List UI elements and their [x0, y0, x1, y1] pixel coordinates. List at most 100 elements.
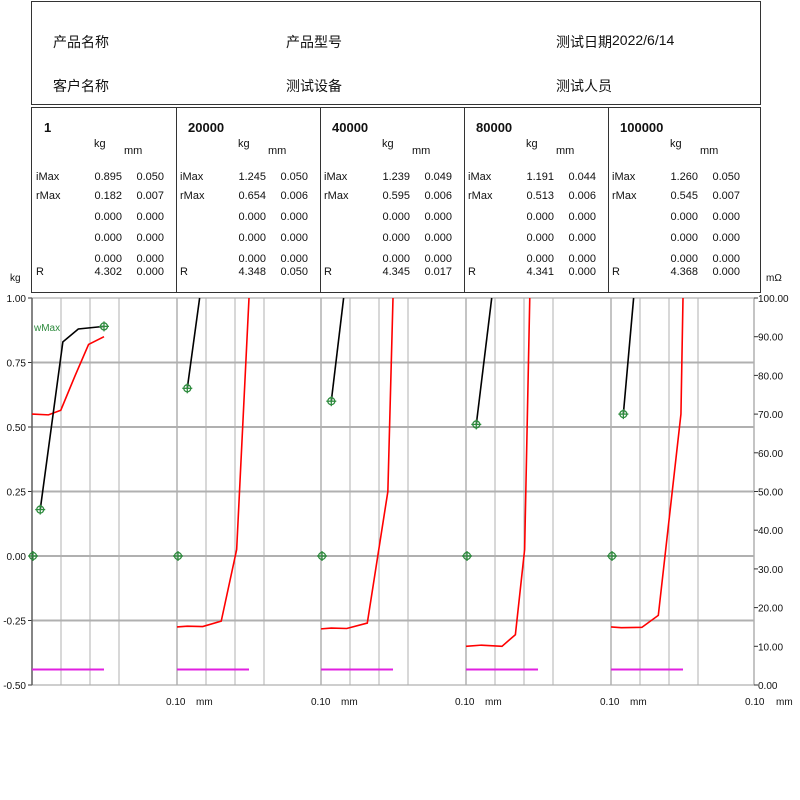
left-axis-tick-label: -0.50 — [3, 681, 26, 692]
column-divider — [464, 108, 465, 292]
zero-kg-value: 0.000 — [382, 211, 410, 223]
imax-mm-value: 0.044 — [568, 171, 596, 183]
imax-kg-value: 0.895 — [94, 171, 122, 183]
imax-kg-value: 1.239 — [382, 171, 410, 183]
r-label: R — [36, 266, 44, 278]
zero-kg-value: 0.000 — [94, 253, 122, 265]
wmax-annotation: wMax — [33, 323, 60, 334]
zero-kg-value: 0.000 — [94, 232, 122, 244]
x-axis-tick-label: 0.10 — [311, 697, 331, 708]
column-divider — [320, 108, 321, 292]
imax-label: iMax — [324, 171, 348, 183]
resistance-curve — [176, 297, 250, 628]
right-axis-tick-label: 10.00 — [758, 642, 783, 653]
imax-label: iMax — [468, 171, 492, 183]
column-title: 100000 — [620, 120, 664, 135]
imax-label: iMax — [36, 171, 60, 183]
measurement-table: 1 kg mm iMax rMax R 0.895 0.050 0.182 0.007 0.000 0… — [31, 107, 761, 293]
left-axis-tick-label: 0.00 — [7, 552, 27, 563]
zero-kg-value: 0.000 — [526, 253, 554, 265]
zero-kg-value: 0.000 — [670, 253, 698, 265]
zero-mm-value: 0.000 — [136, 211, 164, 223]
x-axis-tick-label: 0.10 — [745, 697, 765, 708]
zero-marker — [607, 551, 617, 561]
imax-mm-value: 0.050 — [712, 171, 740, 183]
force-marker — [326, 396, 337, 407]
r-label: R — [180, 266, 188, 278]
r-kg-value: 4.368 — [670, 266, 698, 278]
rmax-mm-value: 0.006 — [424, 190, 452, 202]
product-name-label: 产品名称 — [53, 34, 109, 50]
column-title: 20000 — [188, 120, 225, 135]
zero-mm-value: 0.000 — [568, 232, 596, 244]
zero-mm-value: 0.000 — [424, 253, 452, 265]
right-axis-unit: mΩ — [766, 273, 782, 284]
zero-mm-value: 0.000 — [424, 211, 452, 223]
product-model-label: 产品型号 — [286, 34, 342, 50]
imax-mm-value: 0.050 — [280, 171, 308, 183]
rmax-label: rMax — [468, 190, 493, 202]
x-axis-unit-label: mm — [341, 697, 358, 708]
imax-label: iMax — [180, 171, 204, 183]
rmax-mm-value: 0.007 — [712, 190, 740, 202]
force-marker — [182, 383, 193, 394]
x-axis-tick-label: 0.10 — [166, 697, 186, 708]
column-title: 40000 — [332, 120, 369, 135]
resistance-curve — [31, 335, 105, 416]
left-axis-tick-label: 0.25 — [7, 488, 27, 499]
right-axis-tick-label: 90.00 — [758, 333, 783, 344]
zero-mm-value: 0.000 — [712, 232, 740, 244]
customer-name-label: 客户名称 — [53, 78, 109, 94]
r-mm-value: 0.050 — [280, 266, 308, 278]
zero-mm-value: 0.000 — [280, 232, 308, 244]
zero-marker — [317, 551, 327, 561]
r-label: R — [612, 266, 620, 278]
rmax-kg-value: 0.654 — [238, 190, 266, 202]
r-mm-value: 0.000 — [568, 266, 596, 278]
column-title: 1 — [44, 120, 52, 135]
rmax-kg-value: 0.513 — [526, 190, 554, 202]
right-axis-tick-label: 60.00 — [758, 449, 783, 460]
imax-kg-value: 1.245 — [238, 171, 266, 183]
left-axis-tick-label: 0.50 — [7, 423, 27, 434]
resistance-curve — [465, 297, 531, 648]
rmax-kg-value: 0.595 — [382, 190, 410, 202]
force-marker — [99, 321, 109, 332]
column-title: 80000 — [476, 120, 513, 135]
kg-unit-label: kg — [382, 138, 394, 150]
header-info-box: 产品名称 产品型号 测试日期 2022/6/14 客户名称 测试设备 测试人员 — [31, 1, 761, 105]
r-kg-value: 4.302 — [94, 266, 122, 278]
right-axis-tick-label: 50.00 — [758, 488, 783, 499]
r-kg-value: 4.348 — [238, 266, 266, 278]
zero-mm-value: 0.000 — [280, 253, 308, 265]
right-axis-tick-label: 70.00 — [758, 410, 783, 421]
rmax-label: rMax — [612, 190, 637, 202]
zero-mm-value: 0.000 — [568, 253, 596, 265]
r-mm-value: 0.017 — [424, 266, 452, 278]
left-axis-tick-label: -0.25 — [3, 617, 26, 628]
mm-unit-label: mm — [700, 145, 719, 157]
x-axis-unit-label: mm — [485, 697, 502, 708]
zero-mm-value: 0.000 — [712, 253, 740, 265]
kg-unit-label: kg — [238, 138, 250, 150]
r-mm-value: 0.000 — [136, 266, 164, 278]
zero-kg-value: 0.000 — [238, 232, 266, 244]
right-axis-tick-label: 20.00 — [758, 604, 783, 615]
zero-mm-value: 0.000 — [280, 211, 308, 223]
column-divider — [608, 108, 609, 292]
right-axis-tick-label: 40.00 — [758, 526, 783, 537]
kg-unit-label: kg — [670, 138, 682, 150]
force-curve — [330, 297, 345, 402]
mm-unit-label: mm — [124, 145, 143, 157]
imax-kg-value: 1.191 — [526, 171, 554, 183]
imax-mm-value: 0.049 — [424, 171, 452, 183]
force-curve — [475, 297, 493, 425]
rmax-label: rMax — [324, 190, 349, 202]
test-equipment-label: 测试设备 — [286, 78, 342, 94]
force-marker — [471, 419, 482, 430]
force-curve — [39, 325, 105, 510]
rmax-kg-value: 0.182 — [94, 190, 122, 202]
tester-label: 测试人员 — [556, 78, 612, 94]
right-axis-tick-label: 0.00 — [758, 681, 778, 692]
